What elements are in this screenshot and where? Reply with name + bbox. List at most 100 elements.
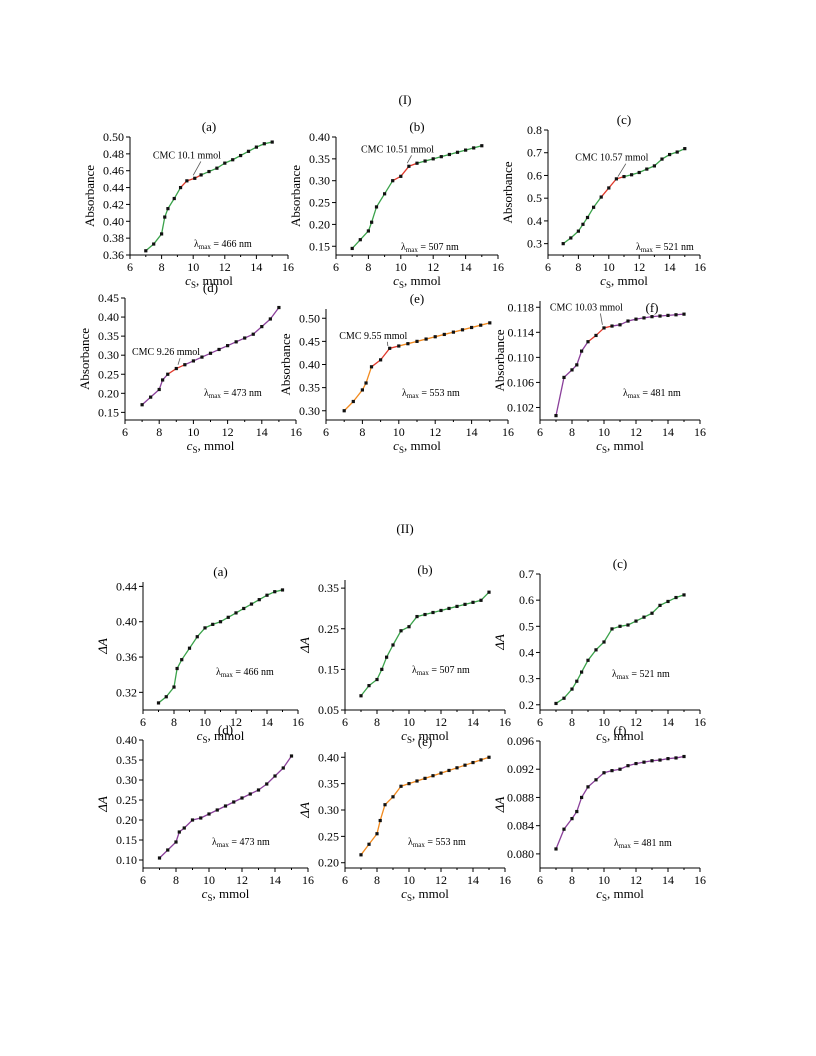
x-tick-label: 6 (545, 260, 551, 274)
data-point (359, 853, 363, 857)
y-tick-label: 0.35 (318, 581, 339, 595)
data-point (607, 186, 611, 190)
data-point (610, 324, 614, 328)
series-segment (400, 165, 410, 177)
x-axis-title-unit: , mmol (607, 728, 644, 743)
x-axis-title-var: c (393, 273, 399, 288)
x-tick-label: 14 (664, 260, 676, 274)
lambda-symbol: λ (412, 665, 417, 676)
lambda-max-label: λmax = 553 nm (402, 388, 460, 400)
data-point (166, 207, 170, 211)
data-point (581, 222, 585, 226)
data-point (682, 312, 686, 316)
y-tick-label: 0.30 (299, 404, 320, 418)
panel-i-b: 6 8 10 12 14 16 0.15 0.20 0.25 0.30 0.35 0.40 (b) cS,… (288, 119, 504, 290)
data-point (383, 803, 387, 807)
data-point (599, 195, 603, 199)
y-tick-label: 0.3 (519, 672, 534, 686)
cmc-annotation: CMC 9.55 mmol (339, 331, 407, 342)
data-point (385, 655, 389, 659)
x-tick-label: 12 (429, 425, 441, 439)
data-point (140, 403, 144, 407)
data-point (157, 387, 161, 392)
data-point (666, 313, 670, 318)
series-segment (555, 377, 565, 416)
lambda-symbol: λ (614, 838, 619, 849)
x-tick-label: 8 (173, 873, 179, 887)
data-point (439, 771, 443, 775)
data-point (586, 785, 590, 789)
series-segment (173, 668, 178, 688)
data-point (460, 328, 465, 332)
y-tick-label: 0.20 (98, 386, 119, 400)
y-tick-label: 0.3 (527, 237, 542, 251)
data-point (270, 140, 274, 144)
data-point (618, 624, 622, 628)
cmc-pointer (600, 313, 603, 325)
y-tick-label: 0.2 (519, 698, 534, 712)
cmc-pointer (192, 161, 202, 176)
x-tick-label: 14 (467, 715, 479, 729)
series-segment (576, 350, 583, 366)
data-point (424, 337, 428, 341)
x-axis-title: cS, mmol (596, 886, 644, 903)
data-point (626, 319, 630, 323)
data-point (415, 779, 419, 783)
y-tick-label: 0.110 (507, 350, 534, 364)
data-point (350, 246, 354, 251)
series-segment (371, 206, 378, 223)
data-point (447, 152, 451, 157)
data-point (407, 164, 411, 168)
y-tick-label: 0.45 (98, 291, 119, 305)
y-tick-label: 0.10 (116, 853, 137, 867)
x-tick-label: 12 (236, 873, 248, 887)
data-point (463, 602, 467, 606)
y-tick-label: 0.30 (98, 348, 119, 362)
y-tick-label: 0.096 (507, 734, 534, 748)
data-point (580, 349, 584, 353)
data-point (248, 792, 252, 796)
data-point (175, 666, 179, 671)
data-point (226, 615, 230, 619)
y-axis-title: Absorbance (82, 165, 97, 227)
data-point (370, 220, 374, 224)
data-point (455, 766, 459, 770)
data-point (164, 695, 168, 699)
x-tick-label: 16 (694, 260, 706, 274)
series-segment (153, 233, 163, 245)
lambda-symbol: λ (408, 837, 413, 848)
data-point (470, 325, 474, 330)
data-point (379, 358, 383, 362)
section-label-i: (I) (399, 92, 412, 107)
lambda-sub: max (407, 392, 420, 400)
x-tick-label: 10 (393, 425, 405, 439)
data-point (626, 764, 630, 768)
data-point (630, 173, 634, 177)
series-segment (181, 647, 191, 661)
x-axis-title-sub: S (399, 280, 404, 290)
data-point (602, 326, 606, 330)
series-segment (576, 797, 583, 812)
data-point (447, 768, 451, 773)
series-segment (379, 804, 386, 821)
series-segment (376, 820, 381, 834)
series-segment (587, 649, 597, 661)
y-tick-label: 0.30 (318, 803, 339, 817)
data-point (455, 604, 459, 609)
x-axis-title: cS, mmol (600, 273, 648, 290)
x-axis-title-unit: , mmol (404, 438, 441, 453)
x-tick-label: 14 (261, 715, 273, 729)
y-tick-label: 0.114 (507, 325, 534, 339)
y-tick-label: 0.15 (116, 833, 137, 847)
lambda-max-label: λmax = 473 nm (204, 388, 262, 400)
series-segment (365, 366, 373, 384)
y-tick-label: 0.46 (103, 164, 124, 178)
series-segment (381, 656, 388, 670)
data-point (246, 149, 251, 153)
data-point (360, 388, 364, 392)
x-tick-label: 16 (499, 873, 511, 887)
data-point (642, 760, 646, 764)
data-point (257, 598, 261, 602)
y-tick-label: 0.38 (103, 231, 124, 245)
data-point (610, 769, 614, 773)
